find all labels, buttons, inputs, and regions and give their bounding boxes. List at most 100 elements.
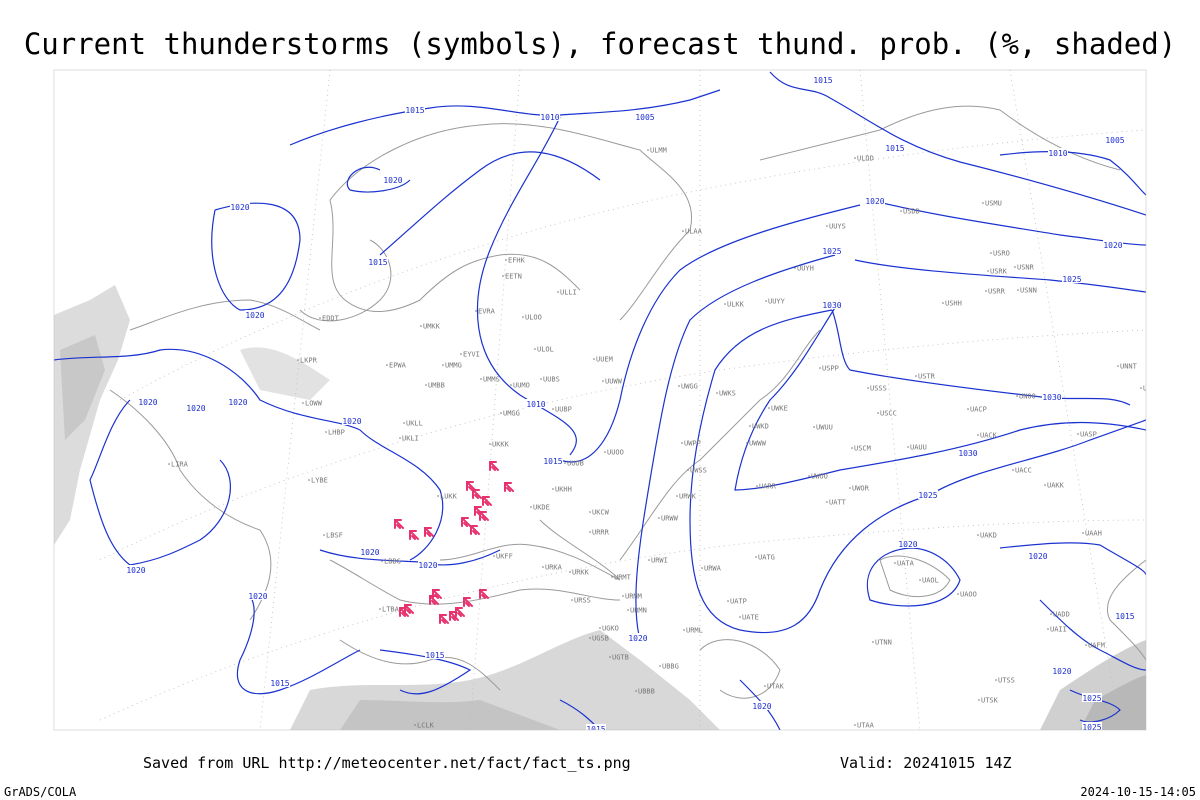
thunderstorm-symbol	[489, 461, 499, 471]
station-dot	[746, 442, 748, 444]
station-dot	[627, 609, 629, 611]
isobar-label-bg	[752, 701, 772, 710]
station-dot	[552, 488, 554, 490]
station-dot	[1012, 469, 1014, 471]
station-dot	[755, 556, 757, 558]
isobar-label-bg	[270, 678, 290, 687]
station-dot	[437, 495, 439, 497]
station-dot	[872, 641, 874, 643]
station-label: EYVI	[463, 351, 480, 359]
station-dot	[851, 447, 853, 449]
station-dot	[854, 724, 856, 726]
station-label: EFHK	[508, 257, 526, 265]
thunderstorm-symbol	[463, 597, 473, 607]
station-label: URWA	[704, 565, 722, 573]
isobar-label-bg	[342, 416, 362, 425]
probability-shade	[240, 347, 330, 400]
station-label: UNBB	[1143, 385, 1160, 393]
station-label: USCM	[854, 445, 871, 453]
station-dot	[826, 225, 828, 227]
station-label: LBBG	[384, 558, 401, 566]
station-label: UWKD	[752, 423, 769, 431]
station-dot	[386, 364, 388, 366]
station-dot	[854, 157, 856, 159]
station-label: USTR	[918, 373, 936, 381]
isobar-label: 1020	[230, 203, 249, 212]
station-label: UBBG	[662, 663, 679, 671]
graticule	[99, 70, 1146, 730]
timestamp: 2024-10-15-14:05	[1080, 785, 1196, 799]
station-label: UAOO	[960, 591, 977, 599]
station-dot	[658, 517, 660, 519]
thunderstorm-symbol	[399, 607, 409, 617]
station-label: USDD	[903, 208, 920, 216]
station-dot	[678, 385, 680, 387]
station-label: UWSS	[690, 467, 707, 475]
isobar-label: 1020	[360, 548, 379, 557]
isobar-label-bg	[383, 175, 403, 184]
station-dot	[681, 442, 683, 444]
station-label: UAUU	[910, 444, 927, 452]
isobar-label-bg	[1062, 274, 1082, 283]
isobar-label-bg	[885, 143, 905, 152]
station-label: UATP	[730, 598, 747, 606]
station-label: UTAA	[857, 722, 875, 730]
station-label: UWOO	[811, 473, 828, 481]
station-label: UARR	[759, 483, 777, 491]
station-label: UUYS	[829, 223, 846, 231]
isobar-label-bg	[138, 397, 158, 406]
isobar-label: 1015	[543, 457, 562, 466]
stations: ULMM ULDD UUYS USDD USMU ULAA UUYH USRO USRK USNR…	[168, 147, 1160, 730]
station-label: UATT	[829, 499, 847, 507]
station-dot	[647, 149, 649, 151]
station-dot	[701, 567, 703, 569]
isobar-label: 1020	[245, 311, 264, 320]
station-dot	[530, 506, 532, 508]
station-label: UTAK	[767, 683, 785, 691]
station-label: EDDT	[322, 315, 340, 323]
thunderstorm-symbol	[404, 604, 414, 614]
station-label: URRR	[592, 529, 610, 537]
station-dot	[1016, 395, 1018, 397]
station-dot	[648, 559, 650, 561]
station-label: UACP	[970, 406, 987, 414]
station-label: UUOO	[607, 449, 624, 457]
isobar-label-bg	[918, 490, 938, 499]
isobar-label: 1015	[885, 144, 904, 153]
thunderstorm-symbol	[482, 496, 492, 506]
station-label: UUWW	[605, 378, 623, 386]
station-label: UGTB	[612, 654, 629, 662]
station-label: USMU	[985, 200, 1002, 208]
isobar-label: 1025	[822, 247, 841, 256]
isobar-label-bg	[1028, 551, 1048, 560]
station-dot	[727, 600, 729, 602]
thunderstorm-symbol	[470, 525, 480, 535]
probability-shade	[60, 335, 105, 440]
station-label: USRK	[990, 268, 1008, 276]
station-label: EETN	[505, 273, 522, 281]
station-label: LYBE	[311, 477, 328, 485]
isobar-label-bg	[360, 547, 380, 556]
station-dot	[1044, 484, 1046, 486]
station-dot	[1050, 613, 1052, 615]
isobar-label: 1025	[918, 491, 937, 500]
station-label: UWKE	[771, 405, 788, 413]
isobar-label-bg	[248, 591, 268, 600]
isobar-label-bg	[230, 202, 250, 211]
map-title: Current thunderstorms (symbols), forecas…	[24, 27, 1176, 61]
station-dot	[907, 446, 909, 448]
station-label: UKLI	[402, 435, 419, 443]
station-dot	[540, 378, 542, 380]
station-label: UWOR	[852, 485, 870, 493]
station-dot	[297, 359, 299, 361]
station-dot	[622, 595, 624, 597]
station-label: UUOB	[567, 460, 584, 468]
isobar-label: 1025	[1062, 275, 1081, 284]
isobar-label-bg	[1052, 666, 1072, 675]
isobar-label: 1020	[752, 702, 771, 711]
station-label: UUEM	[596, 356, 613, 364]
station-label: USRO	[993, 250, 1010, 258]
isobar-label-bg	[405, 105, 425, 114]
station-dot	[534, 348, 536, 350]
isobar-label-bg	[1103, 240, 1123, 249]
